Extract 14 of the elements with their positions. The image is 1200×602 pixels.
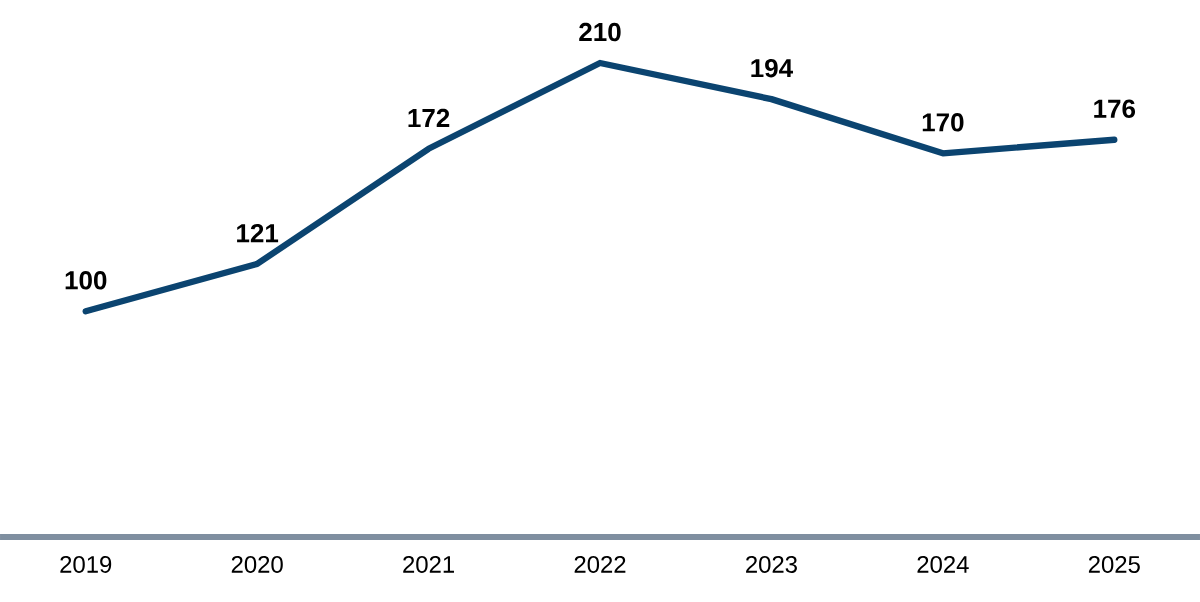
x-tick-label: 2025 xyxy=(1088,555,1140,573)
data-label: 100 xyxy=(65,271,107,290)
data-label: 176 xyxy=(1094,99,1136,118)
data-label: 194 xyxy=(751,58,793,78)
x-tick-label: 2019 xyxy=(60,555,112,573)
x-tick-label: 2022 xyxy=(574,555,626,573)
x-tick-label: 2021 xyxy=(403,555,454,573)
x-tick-label: 2024 xyxy=(917,555,969,573)
data-label: 172 xyxy=(408,108,450,128)
x-tick-label: 2020 xyxy=(231,555,283,573)
data-label: 210 xyxy=(579,22,621,42)
data-label: 121 xyxy=(237,223,279,243)
data-label: 170 xyxy=(922,113,964,132)
x-tick-label: 2023 xyxy=(746,555,797,573)
